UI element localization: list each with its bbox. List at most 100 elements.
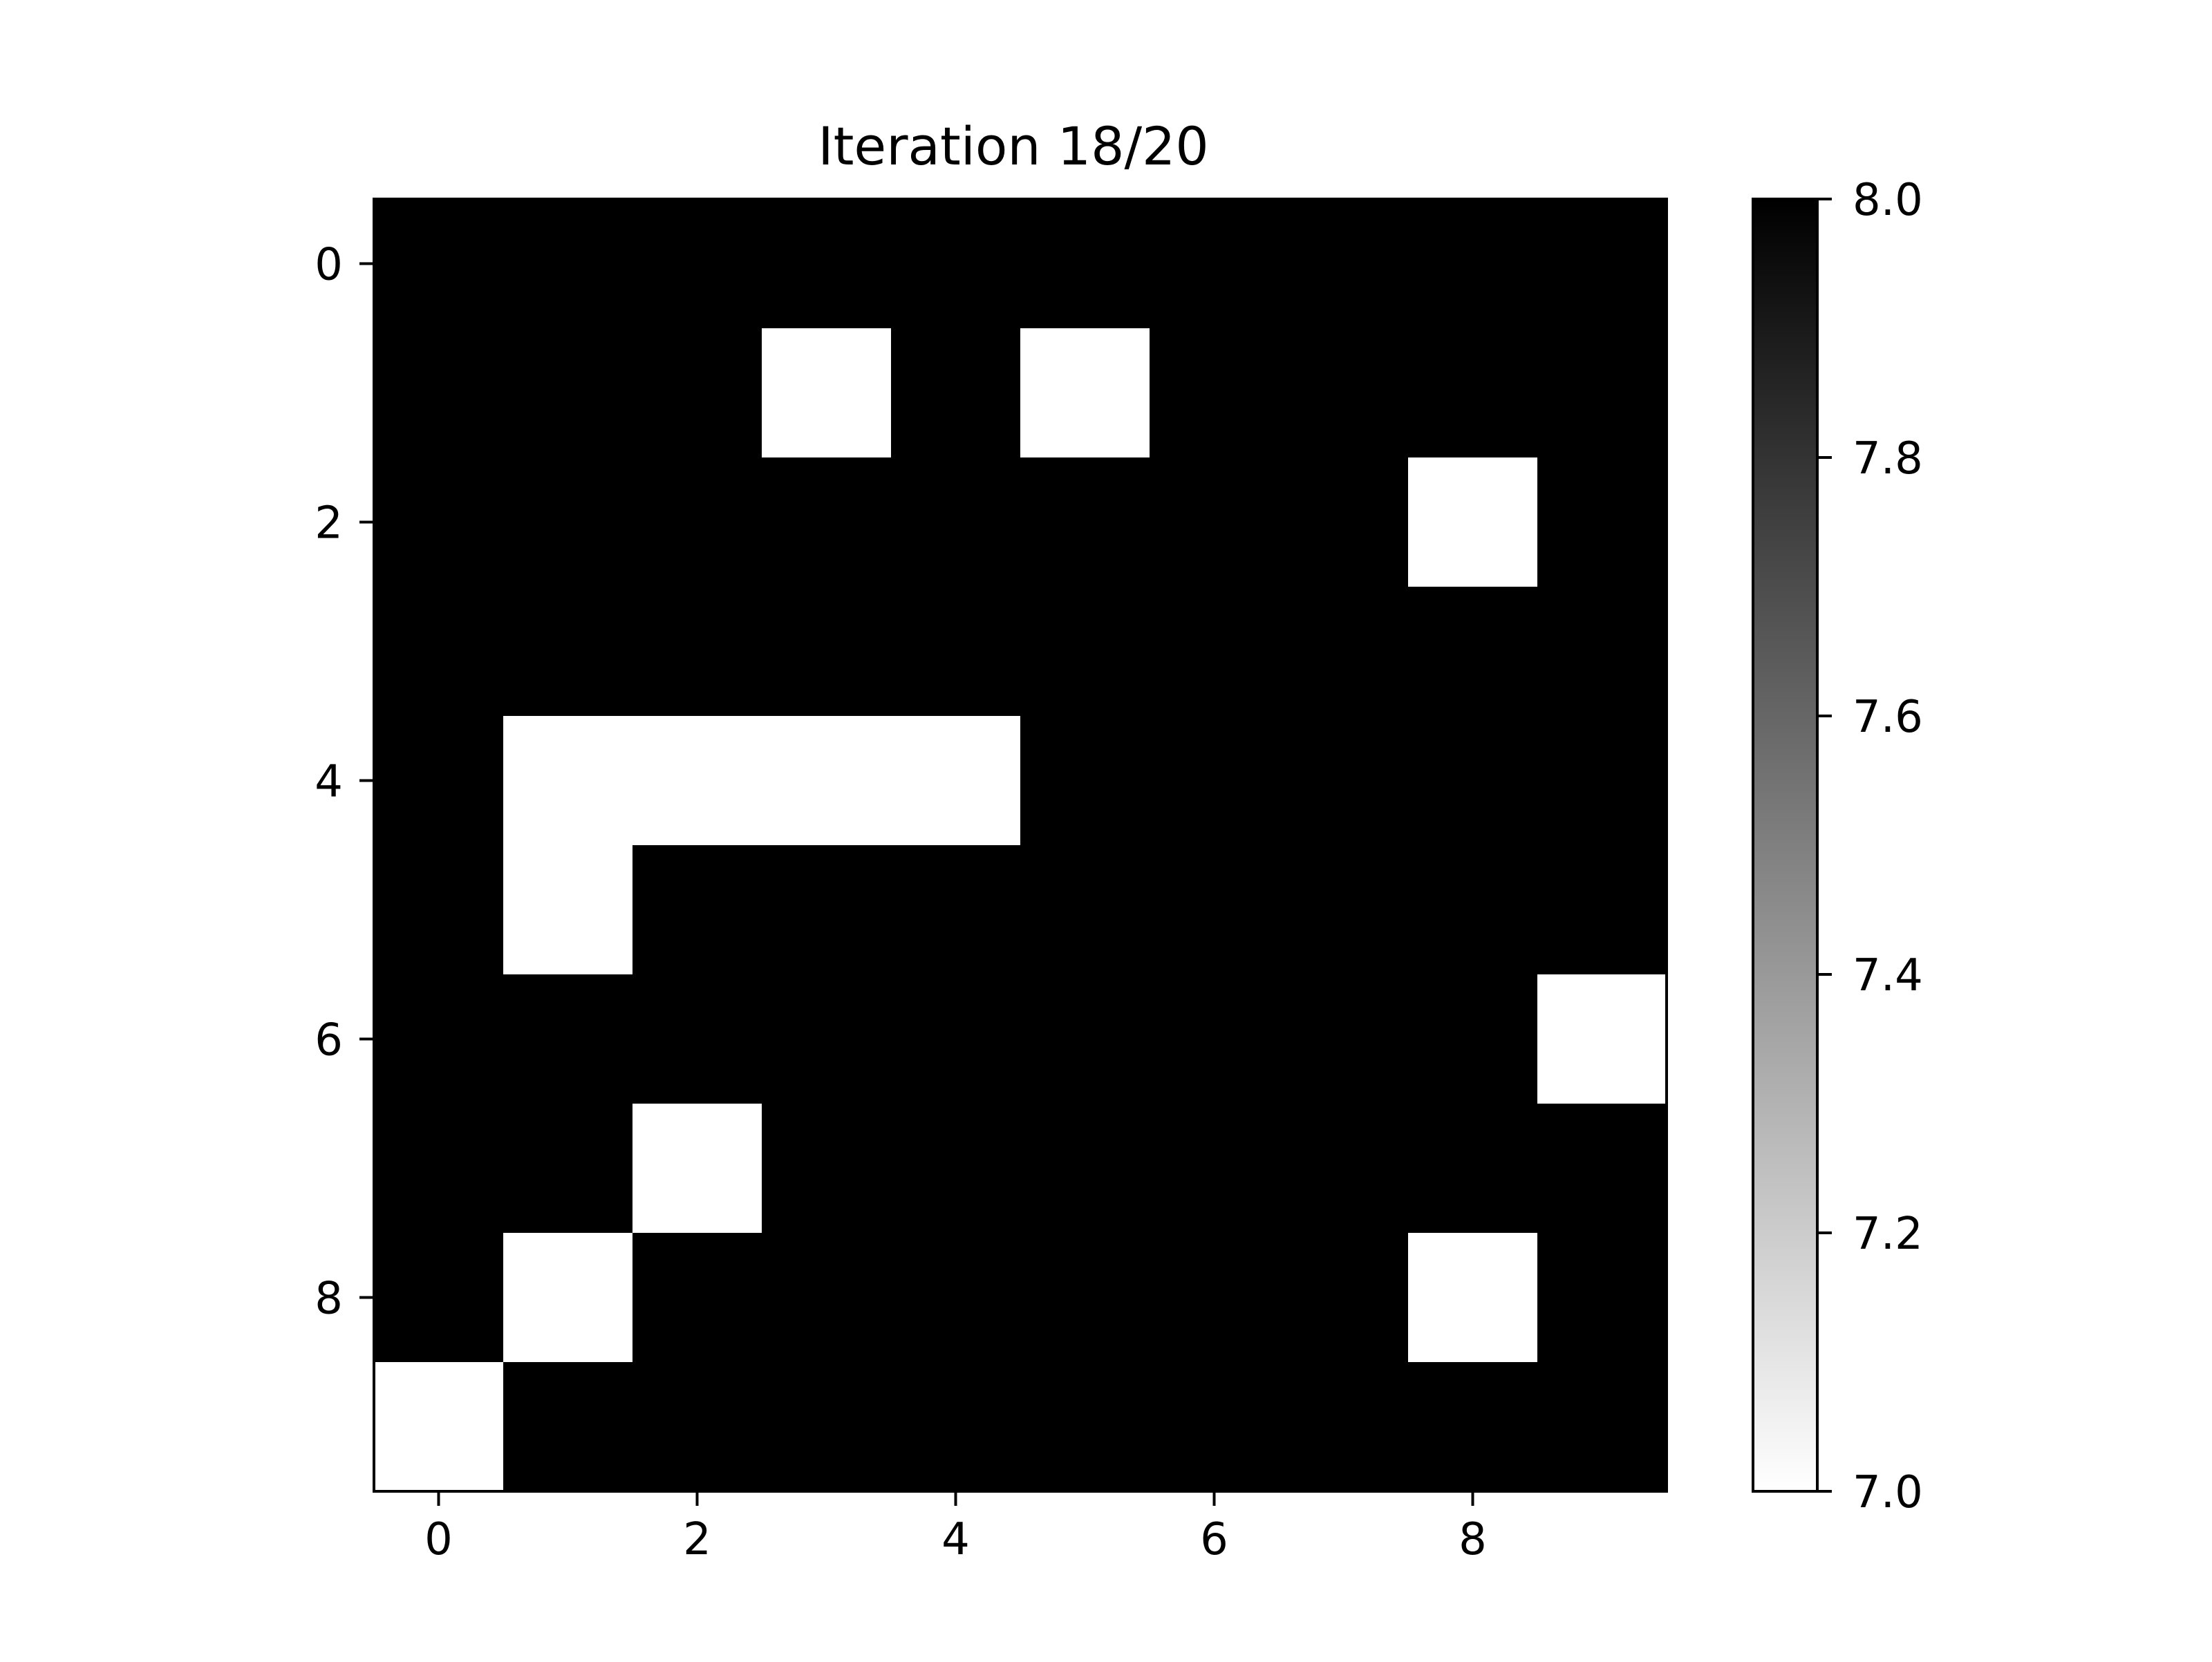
heatmap-cell bbox=[1150, 1104, 1280, 1234]
heatmap-cell bbox=[1408, 845, 1538, 975]
heatmap-cell bbox=[762, 199, 892, 329]
heatmap-cell bbox=[762, 1233, 892, 1363]
heatmap-cell bbox=[632, 199, 762, 329]
heatmap-cell bbox=[374, 199, 504, 329]
heatmap-cell bbox=[891, 328, 1021, 458]
heatmap-cell bbox=[503, 1104, 633, 1234]
heatmap-cell bbox=[1279, 716, 1409, 846]
heatmap-cell bbox=[374, 328, 504, 458]
heatmap-cell bbox=[1020, 1233, 1150, 1363]
heatmap-cells bbox=[374, 199, 1667, 1492]
colorbar-tick-label: 7.2 bbox=[1853, 1209, 1923, 1260]
heatmap-cell bbox=[632, 457, 762, 587]
heatmap-cell bbox=[503, 716, 633, 846]
heatmap-cell bbox=[762, 845, 892, 975]
heatmap-cell bbox=[1020, 1362, 1150, 1492]
heatmap-cell bbox=[1020, 716, 1150, 846]
x-tick-label: 4 bbox=[941, 1514, 970, 1565]
heatmap-cell bbox=[1020, 587, 1150, 717]
heatmap-cell bbox=[891, 716, 1021, 846]
heatmap-cell bbox=[374, 974, 504, 1104]
x-tick-label: 0 bbox=[424, 1514, 453, 1565]
heatmap-cell bbox=[1279, 1233, 1409, 1363]
heatmap-cell bbox=[1020, 199, 1150, 329]
heatmap-cell bbox=[1279, 587, 1409, 717]
heatmap-cell bbox=[762, 1362, 892, 1492]
heatmap-cell bbox=[1150, 845, 1280, 975]
heatmap-cell bbox=[891, 1362, 1021, 1492]
plot-frame bbox=[373, 198, 1668, 1493]
heatmap-cell bbox=[891, 1104, 1021, 1234]
colorbar-tick-label: 8.0 bbox=[1853, 175, 1923, 226]
heatmap-cell bbox=[503, 587, 633, 717]
y-tick-label: 0 bbox=[315, 240, 343, 291]
heatmap-cell bbox=[1537, 1233, 1667, 1363]
heatmap-cell bbox=[503, 328, 633, 458]
colorbar-axis: 7.0 7.2 7.4 7.6 7.8 8.0 bbox=[1817, 175, 1923, 1518]
heatmap-cell bbox=[632, 587, 762, 717]
heatmap-cell bbox=[503, 457, 633, 587]
heatmap-cell bbox=[1020, 457, 1150, 587]
heatmap-cell bbox=[632, 328, 762, 458]
x-tick-label: 8 bbox=[1459, 1514, 1487, 1565]
heatmap-cell bbox=[1537, 199, 1667, 329]
heatmap-cell bbox=[374, 587, 504, 717]
heatmap-cell bbox=[891, 1233, 1021, 1363]
heatmap-cell bbox=[1408, 1104, 1538, 1234]
colorbar-tick-label: 7.8 bbox=[1853, 433, 1923, 484]
y-tick-label: 4 bbox=[315, 757, 343, 808]
heatmap-cell bbox=[374, 1104, 504, 1234]
heatmap-cell bbox=[1537, 328, 1667, 458]
heatmap-cell bbox=[1279, 1104, 1409, 1234]
heatmap-cell bbox=[1279, 974, 1409, 1104]
heatmap-cell bbox=[762, 974, 892, 1104]
heatmap-cell bbox=[1150, 716, 1280, 846]
heatmap-cell bbox=[891, 457, 1021, 587]
heatmap-cell bbox=[1279, 1362, 1409, 1492]
heatmap-cell bbox=[1020, 1104, 1150, 1234]
heatmap-cell bbox=[1150, 1362, 1280, 1492]
heatmap-cell bbox=[503, 974, 633, 1104]
y-tick-label: 6 bbox=[315, 1015, 343, 1066]
heatmap-cell bbox=[1537, 974, 1667, 1104]
heatmap-cell bbox=[762, 1104, 892, 1234]
heatmap-cell bbox=[762, 587, 892, 717]
heatmap-cell bbox=[1150, 328, 1280, 458]
heatmap-cell bbox=[1537, 1362, 1667, 1492]
heatmap-cell bbox=[1408, 1233, 1538, 1363]
heatmap-cell bbox=[1279, 199, 1409, 329]
colorbar-tick-label: 7.0 bbox=[1853, 1467, 1923, 1518]
heatmap-cell bbox=[632, 1104, 762, 1234]
heatmap-cell bbox=[1408, 199, 1538, 329]
heatmap-cell bbox=[1408, 974, 1538, 1104]
heatmap-cell bbox=[1408, 587, 1538, 717]
heatmap-cell bbox=[1150, 457, 1280, 587]
heatmap-cell bbox=[1150, 587, 1280, 717]
colorbar-tick-label: 7.4 bbox=[1853, 950, 1923, 1001]
heatmap-cell bbox=[1020, 974, 1150, 1104]
heatmap-cell bbox=[632, 845, 762, 975]
heatmap-cell bbox=[891, 587, 1021, 717]
heatmap-cell bbox=[632, 1362, 762, 1492]
heatmap-cell bbox=[632, 716, 762, 846]
y-tick-label: 2 bbox=[315, 498, 343, 549]
heatmap-cell bbox=[503, 1233, 633, 1363]
heatmap-cell bbox=[1537, 1104, 1667, 1234]
heatmap-cell bbox=[1150, 974, 1280, 1104]
chart-title: Iteration 18/20 bbox=[818, 115, 1209, 177]
heatmap-cell bbox=[1020, 328, 1150, 458]
heatmap-cell bbox=[374, 1362, 504, 1492]
heatmap-cell bbox=[1537, 845, 1667, 975]
x-axis: 0 2 4 6 8 bbox=[424, 1491, 1487, 1565]
heatmap-cell bbox=[374, 1233, 504, 1363]
heatmap-cell bbox=[1150, 1233, 1280, 1363]
heatmap-cell bbox=[762, 328, 892, 458]
heatmap-cell bbox=[891, 845, 1021, 975]
heatmap-cell bbox=[891, 974, 1021, 1104]
heatmap-cell bbox=[503, 199, 633, 329]
heatmap-cell bbox=[762, 716, 892, 846]
heatmap-cell bbox=[632, 974, 762, 1104]
heatmap-cell bbox=[632, 1233, 762, 1363]
x-tick-label: 6 bbox=[1200, 1514, 1228, 1565]
heatmap-cell bbox=[1408, 328, 1538, 458]
